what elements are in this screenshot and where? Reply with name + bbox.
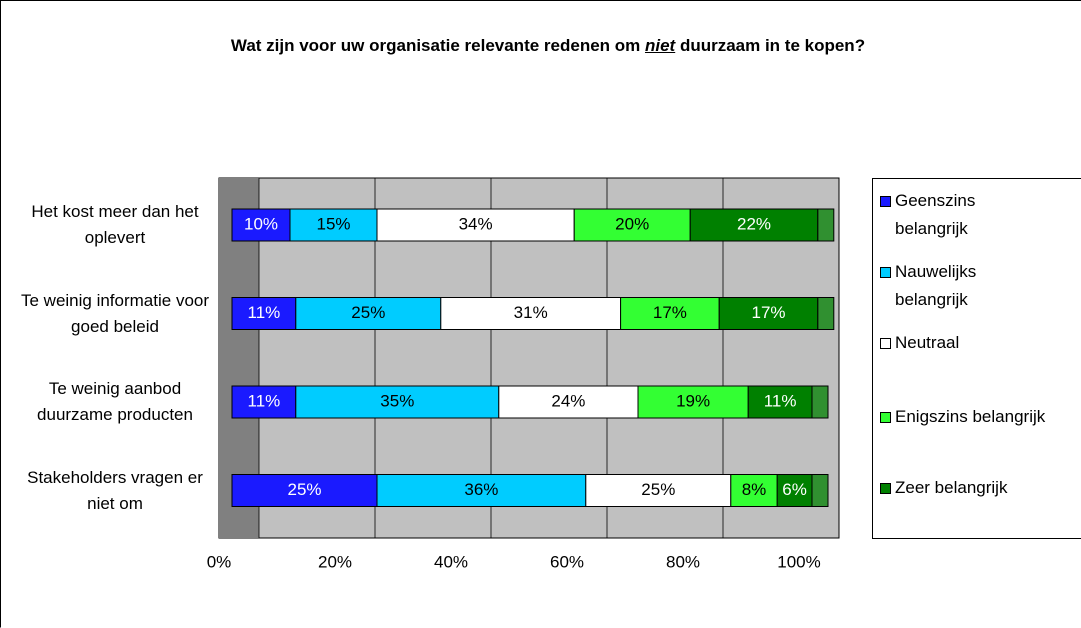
data-label: 6% <box>782 480 807 499</box>
y-tick-label: Het kost meer dan het oplevert <box>31 202 199 247</box>
legend-swatch <box>880 338 891 349</box>
data-label: 25% <box>641 480 675 499</box>
bar-segment <box>231 385 297 419</box>
data-label: 25% <box>287 480 321 499</box>
data-label: 34% <box>459 214 493 233</box>
chart-title: Wat zijn voor uw organisatie relevante r… <box>148 32 948 59</box>
bar-segment <box>776 474 813 507</box>
data-label: 20% <box>615 214 649 233</box>
bar-segment <box>289 208 378 242</box>
bar-depth <box>817 208 835 242</box>
legend-item: Enigszins belangrijk <box>880 403 1046 431</box>
bar-segment <box>730 474 778 507</box>
x-tick-label: 0% <box>207 552 232 571</box>
bar-segment <box>376 474 587 507</box>
data-label: 11% <box>248 303 281 322</box>
legend-swatch <box>880 196 891 207</box>
legend: Geenszins belangrijk Nauwelijks belangrij… <box>872 178 1081 539</box>
data-label: 10% <box>244 214 278 233</box>
data-label: 15% <box>316 214 350 233</box>
x-tick-label: 20% <box>318 552 352 571</box>
data-label: 35% <box>380 391 414 410</box>
legend-swatch <box>880 267 891 278</box>
bar-depth <box>811 474 829 507</box>
data-label: 31% <box>514 303 548 322</box>
title-emphasis: niet <box>644 36 676 55</box>
data-label: 17% <box>751 303 785 322</box>
x-tick-label: 40% <box>434 552 468 571</box>
data-label: 22% <box>737 214 771 233</box>
legend-label: Enigszins belangrijk <box>895 407 1046 426</box>
bar-segment <box>376 208 575 242</box>
bar-segment <box>295 297 442 330</box>
data-label: 11% <box>248 391 281 410</box>
legend-label: Zeer belangrijk <box>895 478 1008 497</box>
y-tick-label: Te weinig aanbod duurzame producten <box>37 379 193 424</box>
bar-segment <box>718 297 819 330</box>
y-tick-label: Te weinig informatie voor goed beleid <box>20 290 210 336</box>
legend-item: Geenszins belangrijk <box>880 187 1005 243</box>
title-part: duurzaam in te kopen? <box>675 36 866 55</box>
data-label: 11% <box>764 391 797 410</box>
x-tick-label: 100% <box>777 552 820 571</box>
x-tick-label: 80% <box>666 552 700 571</box>
legend-item: Zeer belangrijk <box>880 474 1008 502</box>
bar-segment <box>440 297 622 330</box>
data-label: 25% <box>351 303 385 322</box>
legend-item: Neutraal <box>880 329 960 357</box>
y-tick-label: Stakeholders vragen er niet om <box>27 467 203 513</box>
legend-label: Neutraal <box>895 333 960 352</box>
data-label: 17% <box>653 303 687 322</box>
legend-swatch <box>880 483 891 494</box>
bar-segment <box>585 474 732 507</box>
bar-depth <box>817 297 835 330</box>
legend-swatch <box>880 412 891 423</box>
bar-segment <box>295 385 500 419</box>
bar-segment <box>747 385 813 419</box>
bar-segment <box>231 208 291 242</box>
data-label: 8% <box>742 480 767 499</box>
legend-label: Geenszins belangrijk <box>895 191 976 238</box>
x-tick-label: 60% <box>550 552 584 571</box>
bar-segment <box>620 297 720 330</box>
legend-item: Nauwelijks belangrijk <box>880 258 1005 314</box>
data-label: 24% <box>551 391 585 410</box>
bar-segment <box>498 385 639 419</box>
bar-depth <box>811 385 829 419</box>
bar-segment <box>689 208 819 242</box>
data-label: 36% <box>464 480 498 499</box>
data-label: 19% <box>676 391 710 410</box>
bar-segment <box>231 297 297 330</box>
legend-label: Nauwelijks belangrijk <box>895 262 977 309</box>
title-part: Wat zijn voor uw organisatie relevante r… <box>230 36 645 55</box>
